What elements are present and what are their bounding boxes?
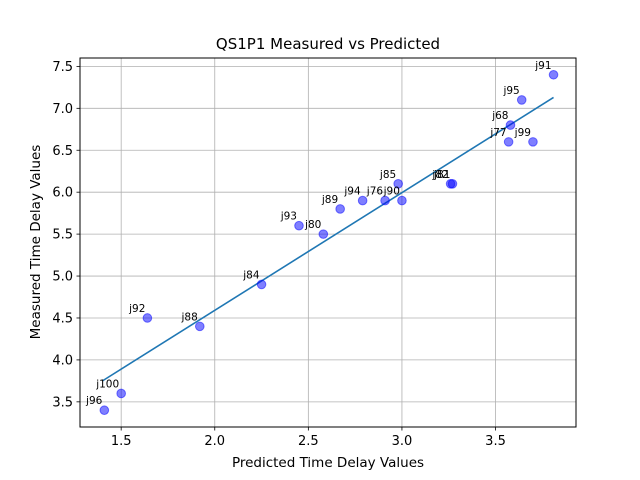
point-label: j94 xyxy=(343,186,361,198)
point-label: j88 xyxy=(181,311,198,323)
chart-title: QS1P1 Measured vs Predicted xyxy=(216,35,440,53)
data-point xyxy=(194,321,205,332)
x-tick-label: 3.5 xyxy=(485,434,506,449)
y-axis-ticks: 3.5 4.0 4.5 5.0 5.5 6.0 6.5 7.0 7.5 xyxy=(52,60,80,410)
y-tick-label: 6.5 xyxy=(52,144,73,159)
data-point xyxy=(505,120,516,130)
data-point xyxy=(99,405,110,416)
x-tick-label: 1.5 xyxy=(111,434,132,449)
point-label: j95 xyxy=(502,85,519,97)
y-tick-label: 6.0 xyxy=(52,186,73,201)
point-label: j80 xyxy=(304,219,321,231)
x-axis-label: Predicted Time Delay Values xyxy=(232,455,424,471)
point-label: j100 xyxy=(95,378,119,390)
data-point xyxy=(528,137,538,147)
data-point xyxy=(393,178,403,189)
data-point xyxy=(516,95,527,105)
data-point xyxy=(357,195,368,206)
point-label: j82 xyxy=(431,169,448,181)
point-label: j91 xyxy=(534,60,551,72)
data-point xyxy=(318,229,329,239)
plot-frame xyxy=(79,57,577,428)
data-point xyxy=(503,137,514,147)
data-point xyxy=(116,388,126,399)
y-tick-label: 5.5 xyxy=(52,228,73,243)
data-point xyxy=(294,220,304,231)
grid xyxy=(80,58,576,427)
y-tick-label: 3.5 xyxy=(52,395,73,410)
y-tick-label: 4.0 xyxy=(52,353,73,368)
point-label: j85 xyxy=(379,169,396,181)
y-tick-label: 7.5 xyxy=(52,60,73,75)
data-point xyxy=(548,69,559,80)
data-point xyxy=(142,313,153,323)
data-point xyxy=(256,279,267,290)
point-label: j92 xyxy=(128,303,145,315)
y-tick-label: 7.0 xyxy=(52,102,73,117)
data-point xyxy=(397,195,407,206)
data-point xyxy=(447,178,458,189)
x-tick-label: 2.5 xyxy=(298,434,319,449)
point-label: j81 xyxy=(433,169,450,181)
point-label: j93 xyxy=(280,211,297,223)
y-axis-label: Measured Time Delay Values xyxy=(28,145,44,340)
point-label: j96 xyxy=(85,395,103,407)
x-tick-label: 3.0 xyxy=(392,434,413,449)
fit-line-group xyxy=(102,96,554,382)
point-label: j90 xyxy=(383,186,400,198)
point-label: j84 xyxy=(242,269,260,281)
x-axis-ticks: 1.5 2.0 2.5 3.0 3.5 xyxy=(111,427,506,449)
data-point xyxy=(335,204,345,214)
point-label: j77 xyxy=(489,127,506,139)
point-label: j68 xyxy=(491,110,508,122)
x-tick-label: 2.0 xyxy=(204,434,225,449)
point-labels-group: j96 j100 j92 j88 j84 j93 j80 j89 j94 j76 j85 j90 j82… xyxy=(85,60,551,407)
fit-line xyxy=(102,96,554,382)
point-label: j76 xyxy=(366,186,384,198)
data-point xyxy=(380,195,390,206)
y-tick-label: 5.0 xyxy=(52,270,73,285)
y-tick-label: 4.5 xyxy=(52,311,73,326)
points-group xyxy=(99,69,559,416)
point-label: j99 xyxy=(514,127,531,139)
point-label: j89 xyxy=(321,194,338,206)
